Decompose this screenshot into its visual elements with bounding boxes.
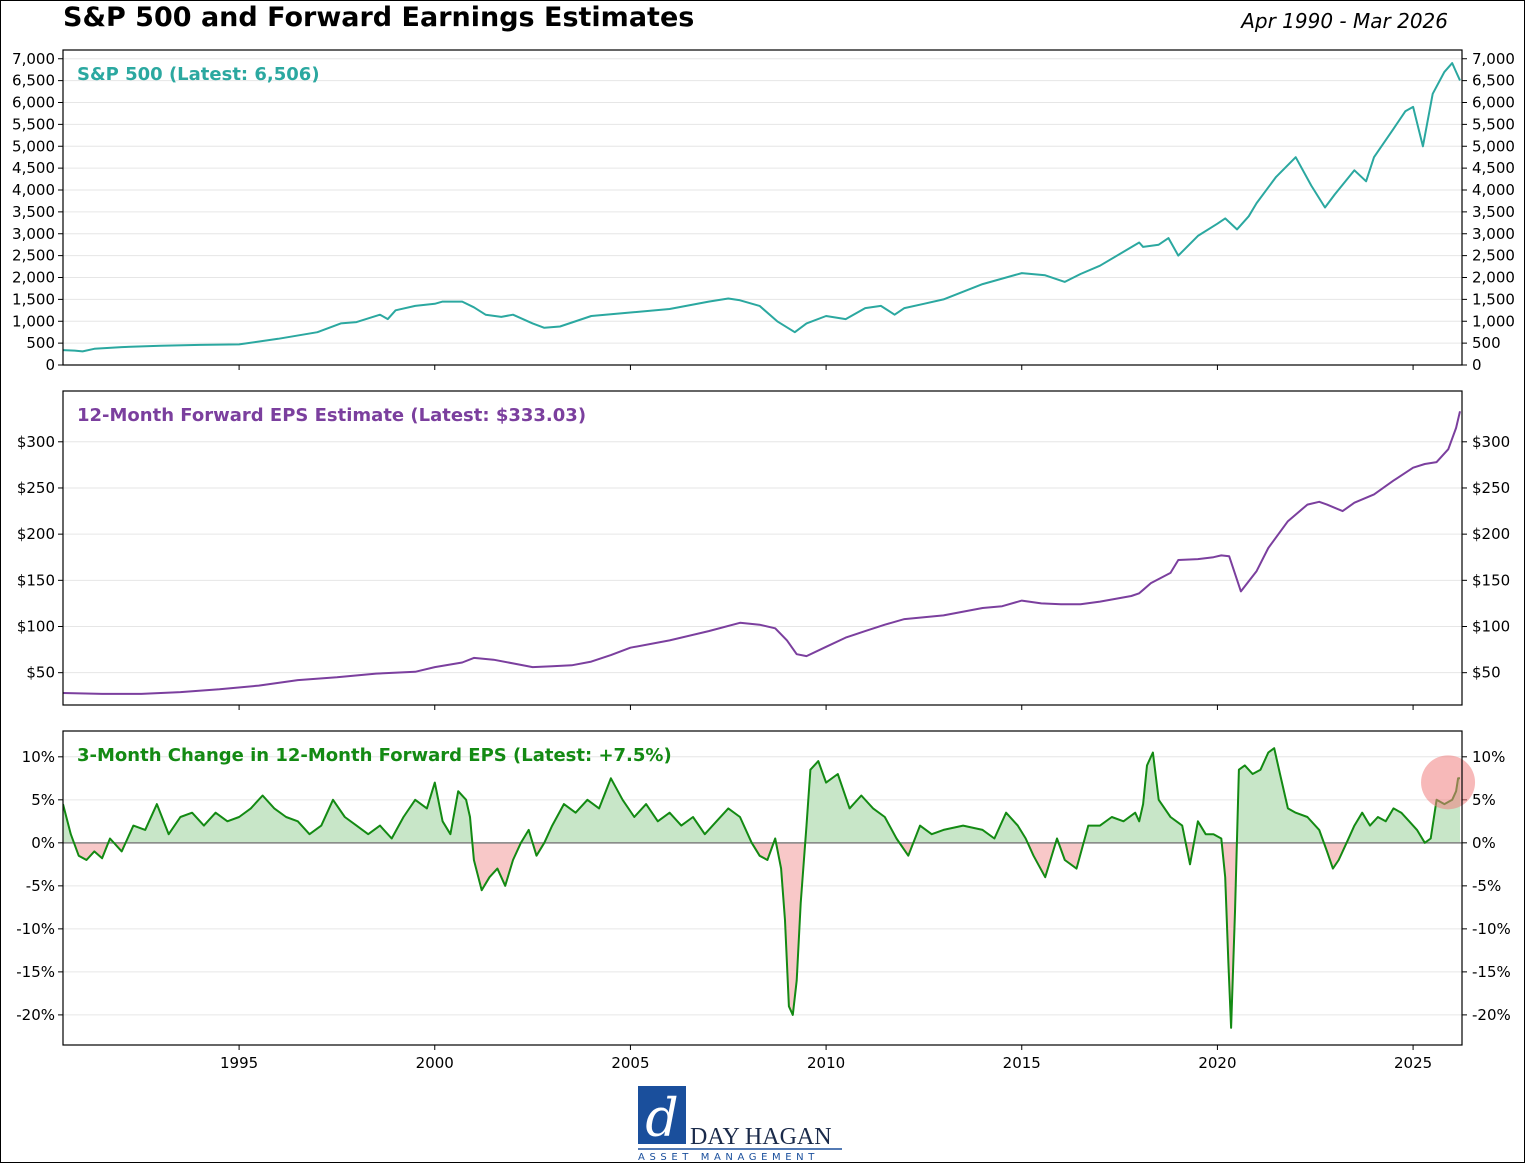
panel-eps: $50 $50 $100 $100 $150 $150 $200 $200 $250 $250 $3… bbox=[17, 390, 1510, 710]
y-tick-label-right: 5% bbox=[1472, 791, 1496, 809]
y-tick-label-left: 5,500 bbox=[12, 115, 55, 133]
x-tick-label: 2015 bbox=[1003, 1054, 1041, 1072]
y-tick-label-right: 0 bbox=[1472, 356, 1482, 374]
y-tick-label-left: 3,500 bbox=[12, 203, 55, 221]
y-tick-label-right: $100 bbox=[1472, 618, 1510, 636]
y-tick-label-right: 1,000 bbox=[1472, 312, 1515, 330]
y-tick-label-right: -5% bbox=[1472, 877, 1501, 895]
y-tick-label-right: 6,500 bbox=[1472, 72, 1515, 90]
eps-change-line bbox=[63, 747, 1460, 1029]
y-tick-label-left: 1,500 bbox=[12, 290, 55, 308]
panel-border bbox=[62, 730, 1463, 1046]
y-tick-label-left: 3,000 bbox=[12, 225, 55, 243]
panel-spx: 0 0 500 500 1,000 1,000 1,500 1,500 2,000 2,000 2,… bbox=[12, 49, 1515, 374]
y-tick-label-left: $300 bbox=[17, 433, 55, 451]
y-tick-label-left: 6,000 bbox=[12, 94, 55, 112]
y-tick-label-left: $150 bbox=[17, 571, 55, 589]
panel-chg: -20% -20% -15% -15% -10% -10% -5% -5% 0% 0% 5% 5% 10… bbox=[16, 730, 1511, 1072]
logo-name: DAY HAGAN bbox=[690, 1124, 832, 1150]
y-tick-label-right: 2,000 bbox=[1472, 269, 1515, 287]
logo-mark-letter: d bbox=[645, 1089, 678, 1149]
y-tick-label-left: 500 bbox=[26, 334, 55, 352]
y-tick-label-left: -10% bbox=[16, 920, 55, 938]
y-tick-label-left: $100 bbox=[17, 618, 55, 636]
y-tick-label-right: 7,000 bbox=[1472, 50, 1515, 68]
y-tick-label-right: $50 bbox=[1472, 664, 1501, 682]
y-tick-label-left: 0% bbox=[31, 834, 55, 852]
y-tick-label-left: 4,500 bbox=[12, 159, 55, 177]
y-tick-label-right: -20% bbox=[1472, 1006, 1511, 1024]
y-tick-label-left: 2,500 bbox=[12, 247, 55, 265]
positive-area bbox=[63, 748, 1460, 843]
y-tick-label-left: 4,000 bbox=[12, 181, 55, 199]
panel-title: S&P 500 (Latest: 6,506) bbox=[77, 64, 320, 85]
y-tick-label-right: 2,500 bbox=[1472, 247, 1515, 265]
page-title: S&P 500 and Forward Earnings Estimates bbox=[63, 2, 695, 33]
y-tick-label-right: 5,000 bbox=[1472, 137, 1515, 155]
panel-border bbox=[62, 390, 1463, 706]
y-tick-label-right: -15% bbox=[1472, 963, 1511, 981]
y-tick-label-right: 0% bbox=[1472, 834, 1496, 852]
y-tick-label-right: 6,000 bbox=[1472, 94, 1515, 112]
y-tick-label-right: 5,500 bbox=[1472, 115, 1515, 133]
spx-line bbox=[63, 62, 1461, 353]
y-tick-label-left: $200 bbox=[17, 525, 55, 543]
x-tick-label: 2025 bbox=[1394, 1054, 1432, 1072]
y-tick-label-right: 3,500 bbox=[1472, 203, 1515, 221]
y-tick-label-right: 1,500 bbox=[1472, 290, 1515, 308]
y-tick-label-right: 10% bbox=[1472, 748, 1505, 766]
y-tick-label-left: $50 bbox=[26, 664, 55, 682]
y-tick-label-right: 3,000 bbox=[1472, 225, 1515, 243]
panel-border bbox=[62, 49, 1463, 366]
x-tick-label: 2005 bbox=[611, 1054, 649, 1072]
y-tick-label-left: 5,000 bbox=[12, 137, 55, 155]
y-tick-label-left: -20% bbox=[16, 1006, 55, 1024]
date-range-label: Apr 1990 - Mar 2026 bbox=[1241, 9, 1448, 33]
y-tick-label-left: 6,500 bbox=[12, 72, 55, 90]
eps-line bbox=[63, 411, 1461, 695]
y-tick-label-right: $200 bbox=[1472, 525, 1510, 543]
y-tick-label-right: $250 bbox=[1472, 479, 1510, 497]
y-tick-label-right: -10% bbox=[1472, 920, 1511, 938]
x-tick-label: 1995 bbox=[220, 1054, 258, 1072]
y-tick-label-right: 4,000 bbox=[1472, 181, 1515, 199]
logo-tagline: ASSET MANAGEMENT bbox=[638, 1152, 819, 1162]
y-tick-label-right: 500 bbox=[1472, 334, 1501, 352]
y-tick-label-left: 5% bbox=[31, 791, 55, 809]
y-tick-label-left: 1,000 bbox=[12, 312, 55, 330]
panel-title: 12-Month Forward EPS Estimate (Latest: $… bbox=[77, 405, 586, 426]
y-tick-label-left: $250 bbox=[17, 479, 55, 497]
logo-mark-background bbox=[638, 1086, 686, 1144]
y-tick-label-left: 10% bbox=[22, 748, 55, 766]
x-tick-label: 2010 bbox=[807, 1054, 845, 1072]
y-tick-label-left: 7,000 bbox=[12, 50, 55, 68]
y-tick-label-right: $150 bbox=[1472, 571, 1510, 589]
y-tick-label-right: $300 bbox=[1472, 433, 1510, 451]
panel-title: 3-Month Change in 12-Month Forward EPS (… bbox=[77, 745, 672, 766]
x-tick-label: 2020 bbox=[1198, 1054, 1236, 1072]
day-hagan-logo: d DAY HAGAN ASSET MANAGEMENT bbox=[638, 1086, 842, 1162]
y-tick-label-left: 2,000 bbox=[12, 269, 55, 287]
y-tick-label-right: 4,500 bbox=[1472, 159, 1515, 177]
y-tick-label-left: -5% bbox=[26, 877, 55, 895]
latest-highlight-circle bbox=[1421, 755, 1476, 810]
x-tick-label: 2000 bbox=[416, 1054, 454, 1072]
y-tick-label-left: 0 bbox=[45, 356, 55, 374]
y-tick-label-left: -15% bbox=[16, 963, 55, 981]
